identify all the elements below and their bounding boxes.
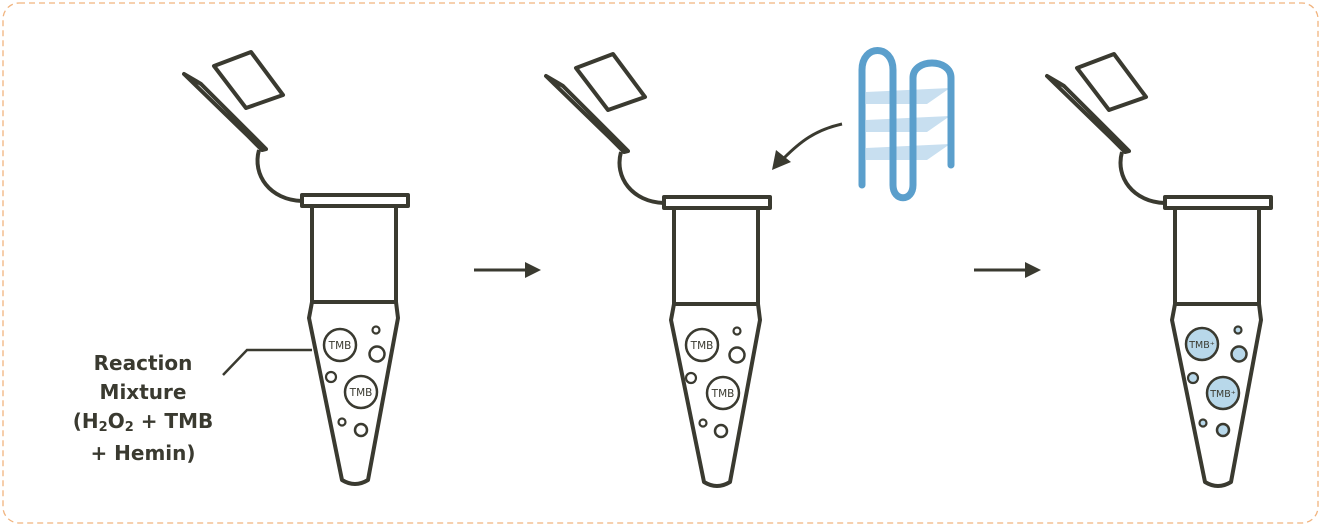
label-line-3-open: (H [72, 409, 99, 433]
label-line-2: Mixture [99, 380, 187, 404]
reaction-mixture-label: Reaction Mixture (H2O2 + TMB + Hemin) [48, 349, 238, 468]
tube-2 [544, 52, 772, 488]
tube-3-tmb-small: TMB⁺ [1209, 389, 1236, 400]
arrow-right-icon [474, 262, 541, 278]
tube-1-tmb-large: TMB [328, 340, 352, 352]
arrow-right-icon [974, 262, 1041, 278]
label-line-3-close: + TMB [133, 409, 214, 433]
tube-3 [1045, 52, 1273, 488]
label-leader-line [222, 348, 312, 376]
tube-3-tmb-large: TMB⁺ [1188, 340, 1215, 351]
label-subscript-2: 2 [124, 420, 134, 435]
tube-2-tmb-small: TMB [711, 388, 735, 400]
tube-1-tmb-small: TMB [349, 387, 373, 399]
curved-arrow-icon [772, 122, 843, 170]
label-line-4: + Hemin) [90, 441, 196, 465]
label-line-1: Reaction [93, 351, 193, 375]
g-quadruplex-dna-icon [858, 47, 955, 202]
label-line-3: (H2O2 + TMB [48, 407, 238, 439]
tube-1 [182, 50, 410, 486]
tube-cap [182, 50, 303, 203]
label-line-3-mid: O [107, 409, 125, 433]
tube-2-tmb-large: TMB [690, 340, 714, 352]
label-subscript-1: 2 [98, 420, 108, 435]
